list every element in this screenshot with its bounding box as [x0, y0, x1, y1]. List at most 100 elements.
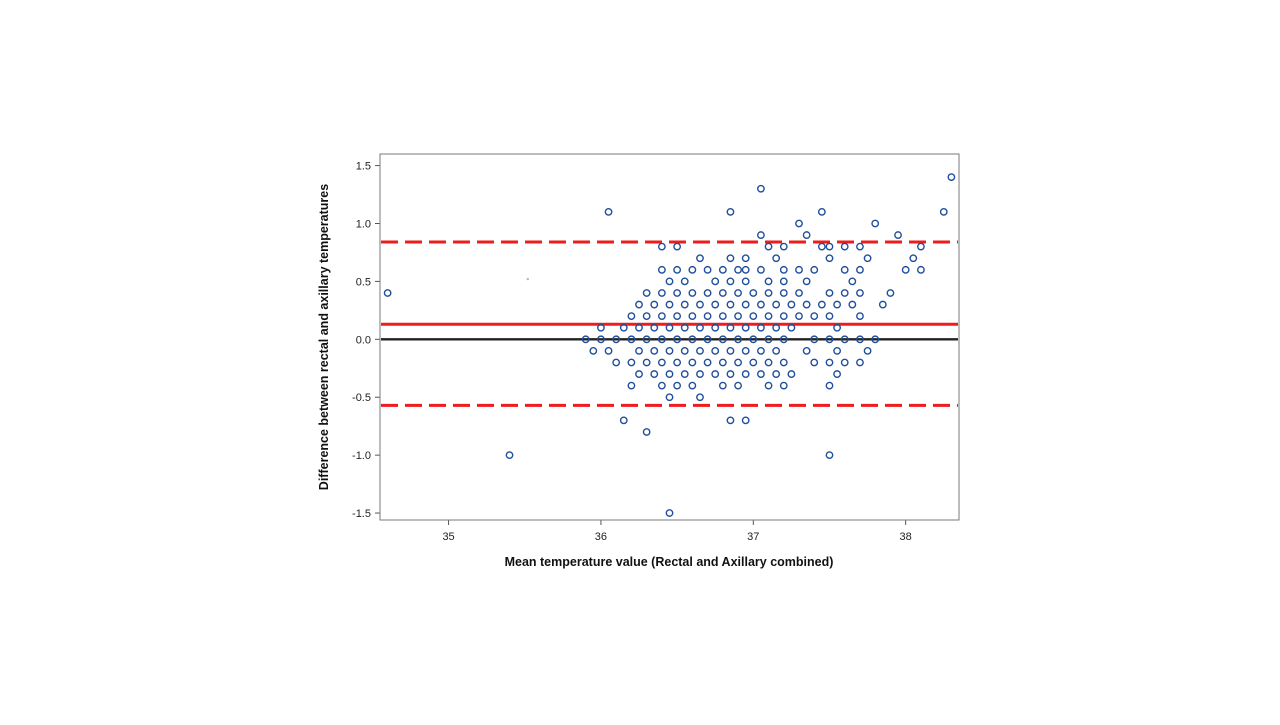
data-point [947, 173, 956, 182]
data-point [741, 254, 750, 263]
data-point [718, 358, 727, 367]
data-point [757, 300, 765, 309]
data-point [863, 346, 872, 355]
data-point [627, 335, 636, 344]
data-point [696, 370, 704, 378]
data-point [696, 393, 704, 402]
data-point [680, 323, 689, 332]
data-point [688, 381, 697, 390]
data-point [741, 277, 750, 286]
data-point [627, 381, 636, 390]
data-point [680, 370, 689, 378]
data-point [779, 242, 788, 251]
data-point [886, 289, 895, 297]
y-tick-label: -1.5 [352, 508, 371, 520]
data-point [825, 242, 834, 251]
data-point [749, 312, 758, 321]
data-point [757, 370, 765, 378]
data-point [741, 323, 750, 332]
data-point [673, 265, 682, 274]
data-point [589, 346, 598, 355]
data-point [856, 289, 864, 297]
x-axis-label: Mean temperature value (Rectal and Axill… [505, 555, 834, 569]
data-point [696, 346, 704, 355]
data-point [642, 358, 651, 367]
data-point [810, 358, 819, 367]
data-point [734, 381, 742, 390]
data-point [764, 358, 773, 367]
data-point [657, 381, 666, 390]
data-point [703, 335, 712, 344]
data-point [802, 300, 811, 309]
data-point [779, 335, 788, 344]
data-point [711, 370, 720, 378]
data-point [688, 289, 697, 297]
y-tick-label: -0.5 [352, 392, 371, 404]
data-point [825, 451, 834, 460]
x-tick-label: 35 [442, 531, 454, 543]
data-point [757, 231, 765, 239]
data-point [680, 346, 689, 355]
y-tick-label: 1.5 [356, 161, 371, 173]
data-point [657, 289, 666, 297]
data-point [802, 346, 811, 355]
data-point [612, 335, 621, 344]
data-point [657, 242, 666, 251]
data-point [642, 312, 651, 321]
data-point [848, 300, 857, 309]
data-point [657, 335, 666, 344]
stray-mark [526, 277, 529, 281]
data-point [726, 208, 735, 216]
data-point [802, 231, 811, 239]
data-point [939, 208, 948, 216]
data-point [909, 254, 918, 263]
data-point [711, 300, 720, 309]
data-point [741, 300, 750, 309]
data-point [726, 300, 735, 309]
data-point [856, 242, 864, 251]
data-point [764, 335, 773, 344]
data-point [741, 265, 750, 274]
data-point [665, 370, 674, 378]
data-point [840, 358, 849, 367]
data-point [635, 300, 643, 309]
data-point [840, 289, 849, 297]
data-point [734, 265, 742, 274]
data-point [696, 323, 704, 332]
data-point [642, 335, 651, 344]
data-point [703, 289, 712, 297]
x-tick-label: 36 [595, 531, 607, 543]
data-point [817, 242, 826, 251]
data-point [772, 254, 781, 263]
data-point [703, 312, 712, 321]
data-point [718, 265, 727, 274]
data-point [863, 254, 872, 263]
data-point [757, 184, 765, 193]
data-point [833, 300, 842, 309]
data-point [757, 346, 765, 355]
y-tick-label: 0.5 [356, 276, 371, 288]
data-point [673, 242, 682, 251]
data-point [779, 312, 788, 321]
data-point [871, 335, 880, 344]
data-point [703, 265, 712, 274]
data-point [718, 335, 727, 344]
data-point [795, 265, 803, 274]
y-axis-label: Difference between rectal and axillary t… [317, 184, 331, 490]
data-point [787, 370, 796, 378]
data-point [825, 289, 834, 297]
data-point [764, 277, 773, 286]
data-point [825, 254, 834, 263]
data-point [597, 335, 605, 344]
data-point [917, 242, 925, 251]
data-point [650, 346, 659, 355]
data-point [657, 265, 666, 274]
x-tick-label: 37 [747, 531, 759, 543]
data-point [718, 381, 727, 390]
data-point [772, 323, 781, 332]
data-point [581, 335, 590, 344]
data-point [817, 300, 826, 309]
data-point [795, 219, 803, 228]
